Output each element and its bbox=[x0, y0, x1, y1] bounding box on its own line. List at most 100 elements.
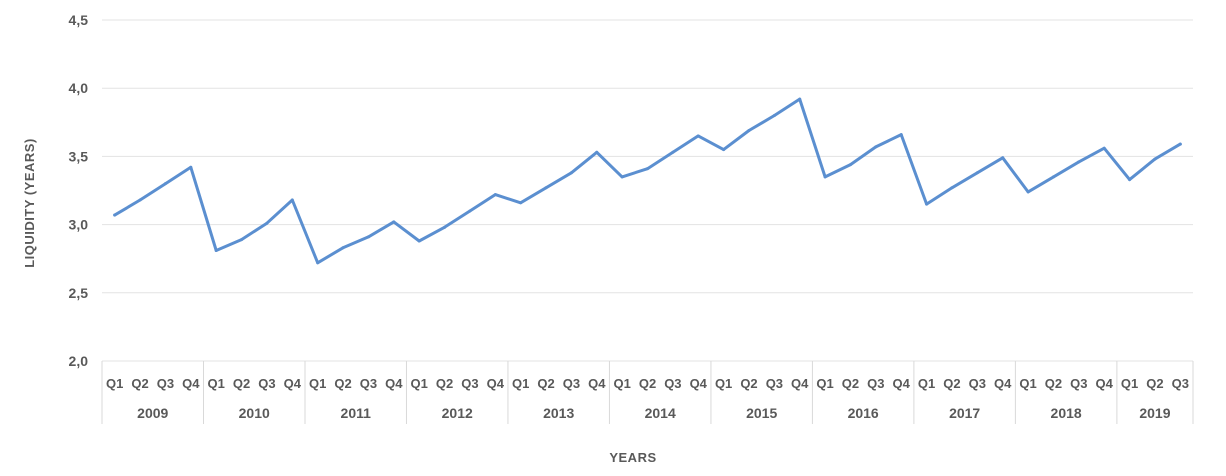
x-tick-quarter: Q2 bbox=[842, 376, 859, 391]
x-tick-quarter: Q1 bbox=[512, 376, 529, 391]
y-tick-label: 2,0 bbox=[69, 353, 89, 369]
data-point bbox=[443, 225, 447, 229]
x-tick-quarter: Q4 bbox=[1096, 376, 1114, 391]
x-tick-quarter: Q4 bbox=[994, 376, 1012, 391]
x-tick-quarter: Q3 bbox=[664, 376, 681, 391]
x-tick-year: 2010 bbox=[239, 405, 270, 421]
gridlines bbox=[102, 19, 1193, 362]
x-tick-quarter: Q1 bbox=[208, 376, 225, 391]
data-point bbox=[240, 238, 244, 242]
data-point bbox=[874, 145, 878, 149]
x-tick-quarter: Q2 bbox=[639, 376, 656, 391]
x-tick-quarter: Q3 bbox=[867, 376, 884, 391]
x-tick-quarter: Q1 bbox=[1019, 376, 1036, 391]
x-tick-quarter: Q1 bbox=[613, 376, 630, 391]
y-tick-label: 4,0 bbox=[69, 80, 89, 96]
data-point bbox=[848, 163, 852, 167]
data-point bbox=[1001, 156, 1005, 160]
y-axis-title: LIQUIDITY (YEARS) bbox=[22, 138, 37, 268]
x-tick-quarter: Q1 bbox=[1121, 376, 1138, 391]
data-point bbox=[493, 193, 497, 197]
data-point bbox=[1128, 178, 1132, 182]
x-tick-quarter: Q2 bbox=[436, 376, 453, 391]
data-point bbox=[189, 165, 193, 169]
data-point bbox=[519, 201, 523, 205]
data-point bbox=[265, 221, 269, 225]
x-axis-title: YEARS bbox=[609, 450, 656, 465]
x-tick-quarter: Q2 bbox=[537, 376, 554, 391]
x-tick-quarter: Q1 bbox=[715, 376, 732, 391]
x-tick-year: 2013 bbox=[543, 405, 574, 421]
data-point bbox=[696, 134, 700, 138]
x-tick-quarter: Q3 bbox=[563, 376, 580, 391]
x-tick-quarter: Q3 bbox=[360, 376, 377, 391]
x-tick-quarter: Q3 bbox=[1070, 376, 1087, 391]
data-point bbox=[468, 209, 472, 213]
data-point bbox=[798, 97, 802, 101]
data-point bbox=[569, 171, 573, 175]
x-tick-year: 2015 bbox=[746, 405, 777, 421]
x-tick-quarter: Q1 bbox=[410, 376, 427, 391]
data-point bbox=[138, 198, 142, 202]
x-tick-year: 2014 bbox=[645, 405, 676, 421]
data-point bbox=[595, 150, 599, 154]
data-point bbox=[1026, 190, 1030, 194]
x-tick-year: 2019 bbox=[1139, 405, 1170, 421]
data-point bbox=[646, 167, 649, 171]
x-tick-quarter: Q4 bbox=[284, 376, 302, 391]
x-tick-quarter: Q2 bbox=[943, 376, 960, 391]
data-point bbox=[823, 175, 827, 179]
x-tick-year: 2009 bbox=[137, 405, 168, 421]
x-axis: Q1 Q2 Q3 Q4 2009 Q1 Q2 Q3 Q4 2010 Q1 Q2 Q3 Q4 2011 Q1 Q2… bbox=[101, 361, 1194, 424]
y-tick-label: 4,5 bbox=[69, 12, 89, 28]
data-point bbox=[113, 213, 117, 217]
data-point bbox=[544, 186, 548, 190]
x-tick-quarter: Q3 bbox=[1172, 376, 1189, 391]
data-point bbox=[620, 175, 624, 179]
data-point bbox=[341, 246, 345, 250]
data-point bbox=[392, 220, 396, 224]
data-point bbox=[1178, 142, 1182, 146]
data-point bbox=[290, 198, 294, 202]
data-point bbox=[975, 171, 979, 175]
data-point bbox=[1051, 175, 1055, 179]
x-tick-quarter: Q4 bbox=[690, 376, 708, 391]
data-point bbox=[722, 148, 726, 152]
x-tick-quarter: Q2 bbox=[1146, 376, 1163, 391]
data-point bbox=[925, 202, 929, 206]
data-point bbox=[671, 150, 675, 154]
x-tick-quarter: Q3 bbox=[461, 376, 478, 391]
x-tick-quarter: Q4 bbox=[893, 376, 911, 391]
x-tick-quarter: Q1 bbox=[309, 376, 326, 391]
y-tick-label: 3,0 bbox=[69, 217, 89, 233]
series-layer bbox=[113, 97, 1182, 265]
x-tick-quarter: Q2 bbox=[740, 376, 757, 391]
y-tick-label: 3,5 bbox=[69, 148, 89, 164]
data-point bbox=[316, 261, 320, 265]
x-tick-year: 2016 bbox=[848, 405, 879, 421]
data-point bbox=[1077, 160, 1081, 164]
data-point bbox=[214, 249, 218, 253]
x-tick-quarter: Q4 bbox=[487, 376, 505, 391]
y-tick-label: 2,5 bbox=[69, 285, 89, 301]
x-tick-quarter: Q1 bbox=[918, 376, 935, 391]
x-tick-quarter: Q4 bbox=[182, 376, 200, 391]
data-point bbox=[1153, 157, 1157, 161]
x-tick-quarter: Q1 bbox=[816, 376, 833, 391]
y-axis-ticks: 2,0 2,5 3,0 3,5 4,0 4,5 bbox=[69, 12, 89, 369]
x-tick-quarter: Q1 bbox=[106, 376, 123, 391]
x-tick-quarter: Q4 bbox=[791, 376, 809, 391]
x-tick-quarter: Q4 bbox=[588, 376, 606, 391]
x-tick-quarter: Q2 bbox=[233, 376, 250, 391]
data-point bbox=[899, 133, 903, 137]
x-tick-quarter: Q3 bbox=[258, 376, 275, 391]
x-tick-quarter: Q4 bbox=[385, 376, 403, 391]
data-point bbox=[366, 235, 370, 239]
x-tick-year: 2011 bbox=[341, 405, 372, 421]
data-point bbox=[772, 113, 776, 117]
data-point bbox=[163, 182, 167, 186]
x-tick-quarter: Q3 bbox=[969, 376, 986, 391]
x-tick-quarter: Q2 bbox=[1045, 376, 1062, 391]
data-point bbox=[417, 239, 421, 243]
